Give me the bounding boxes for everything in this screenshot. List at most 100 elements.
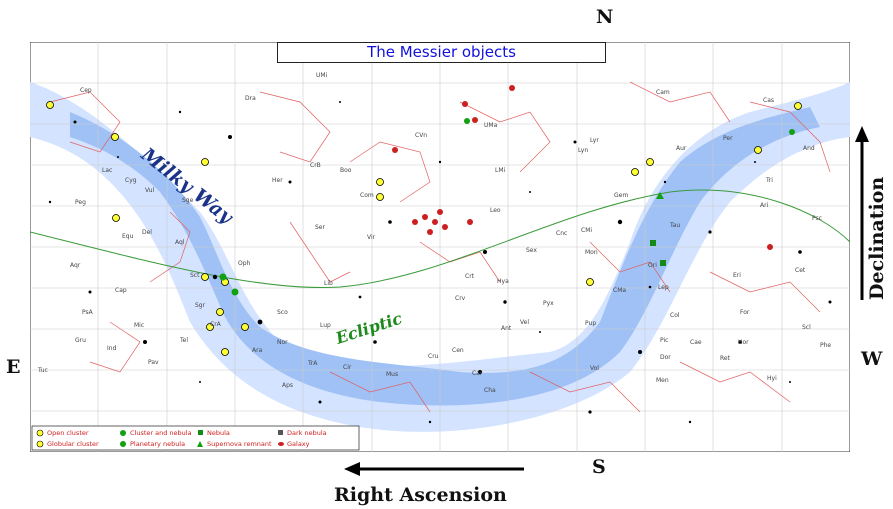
legend-planetary-nebula: Planetary nebula bbox=[130, 440, 185, 448]
constellation-label: Cap bbox=[115, 287, 127, 294]
constellation-label: Tel bbox=[179, 337, 188, 344]
constellation-label: LMi bbox=[495, 167, 506, 174]
constellation-label: Lup bbox=[320, 322, 331, 329]
constellation-label: Lib bbox=[324, 280, 333, 287]
constellation-label: Mus bbox=[386, 371, 398, 378]
compass-east: E bbox=[6, 356, 21, 378]
constellation-label: UMa bbox=[484, 122, 498, 129]
constellation-label: Dor bbox=[660, 354, 671, 361]
constellation-label: Aqr bbox=[70, 262, 81, 269]
constellation-label: Her bbox=[272, 177, 283, 184]
constellation-label: Vul bbox=[145, 187, 155, 194]
constellation-label: Tau bbox=[669, 222, 680, 229]
compass-west: W bbox=[861, 348, 883, 370]
constellation-label: Cnc bbox=[556, 230, 567, 237]
constellation-label: Psc bbox=[812, 215, 822, 222]
constellation-label: Cam bbox=[656, 89, 670, 96]
legend-globular-cluster: Globular cluster bbox=[47, 440, 99, 448]
constellation-label: Pup bbox=[585, 320, 596, 327]
compass-north: N bbox=[596, 6, 614, 28]
constellation-label: Hya bbox=[497, 278, 509, 285]
constellation-label: Pav bbox=[148, 359, 159, 366]
constellation-label: PsA bbox=[82, 309, 94, 316]
constellation-label: Vir bbox=[367, 234, 376, 241]
constellation-lines bbox=[49, 81, 831, 413]
constellation-labels: UMi Cep Dra Cam Cas Cyg Lyr Her CrB Boo … bbox=[37, 72, 831, 394]
constellation-label: Lac bbox=[102, 167, 112, 174]
constellation-label: Phe bbox=[820, 342, 831, 349]
compass-south: S bbox=[592, 456, 606, 478]
right-ascension-label: Right Ascension bbox=[334, 484, 507, 506]
constellation-label: Tuc bbox=[37, 367, 48, 374]
constellation-label: Pic bbox=[660, 337, 668, 344]
constellation-label: Hyi bbox=[767, 375, 777, 382]
constellation-label: Ant bbox=[501, 325, 512, 332]
constellation-label: Lyn bbox=[578, 147, 588, 154]
constellation-label: Cha bbox=[484, 387, 496, 394]
constellation-label: Lyr bbox=[590, 137, 599, 144]
constellation-label: Boo bbox=[340, 167, 352, 174]
star-field bbox=[48, 101, 832, 424]
legend-dark-nebula: Dark nebula bbox=[287, 429, 327, 437]
map-title: The Messier objects bbox=[277, 42, 606, 63]
constellation-label: Scl bbox=[802, 324, 811, 331]
constellation-label: Crv bbox=[455, 295, 466, 302]
dec-arrow-icon bbox=[855, 126, 869, 142]
constellation-label: Pyx bbox=[543, 300, 554, 307]
constellation-label: Cir bbox=[343, 364, 352, 371]
constellation-label: And bbox=[803, 145, 815, 152]
legend: Open cluster Globular cluster Cluster an… bbox=[31, 425, 360, 451]
constellation-label: Cru bbox=[428, 353, 439, 360]
constellation-label: Aur bbox=[676, 145, 687, 152]
constellation-label: Com bbox=[360, 192, 374, 199]
constellation-label: Aps bbox=[282, 382, 293, 389]
constellation-label: Gem bbox=[614, 192, 628, 199]
constellation-label: Aql bbox=[175, 239, 185, 246]
constellation-label: Dra bbox=[245, 95, 256, 102]
constellation-label: CrB bbox=[310, 162, 321, 169]
constellation-label: CVn bbox=[415, 132, 427, 139]
constellation-label: Hor bbox=[738, 339, 749, 346]
constellation-label: Col bbox=[670, 312, 680, 319]
legend-open-cluster: Open cluster bbox=[47, 429, 89, 437]
legend-cluster-nebula: Cluster and nebula bbox=[130, 429, 192, 437]
constellation-label: Cep bbox=[80, 87, 92, 94]
constellation-label: Sgr bbox=[195, 302, 206, 309]
constellation-label: Men bbox=[656, 377, 669, 384]
star-map: Milky Way Ecliptic Open cluster Globular… bbox=[30, 42, 850, 452]
constellation-label: Cen bbox=[452, 347, 464, 354]
constellation-label: TrA bbox=[307, 360, 318, 367]
constellation-label: Sct bbox=[190, 272, 200, 279]
coordinate-grid bbox=[30, 42, 850, 452]
constellation-label: Vol bbox=[590, 365, 599, 372]
legend-entries: Open cluster Globular cluster Cluster an… bbox=[36, 429, 327, 448]
declination-label: Declination bbox=[866, 176, 888, 300]
constellation-label: UMi bbox=[316, 72, 328, 79]
constellation-label: Eri bbox=[733, 272, 741, 279]
constellation-label: Sge bbox=[182, 197, 194, 204]
constellation-label: CrA bbox=[210, 321, 222, 328]
constellation-label: Ind bbox=[107, 345, 117, 352]
constellation-label: Cet bbox=[795, 267, 806, 274]
constellation-label: Gru bbox=[75, 337, 86, 344]
legend-supernova-remnant: Supernova remnant bbox=[207, 440, 272, 448]
constellation-label: Ser bbox=[315, 224, 326, 231]
constellation-label: Del bbox=[142, 229, 152, 236]
constellation-label: CMa bbox=[613, 287, 626, 294]
constellation-label: Crt bbox=[465, 273, 475, 280]
constellation-label: Mon bbox=[585, 249, 598, 256]
legend-galaxy: Galaxy bbox=[287, 440, 310, 448]
ra-arrow-icon bbox=[344, 462, 360, 476]
milky-way-band-dark bbox=[70, 107, 820, 406]
constellation-label: Peg bbox=[75, 199, 86, 206]
constellation-label: For bbox=[740, 309, 750, 316]
constellation-label: Tri bbox=[765, 177, 773, 184]
constellation-label: Lep bbox=[658, 284, 669, 291]
ecliptic-line bbox=[30, 189, 850, 289]
constellation-label: Ret bbox=[720, 355, 731, 362]
constellation-label: Leo bbox=[490, 207, 501, 214]
constellation-label: Nor bbox=[277, 339, 288, 346]
constellation-label: Oph bbox=[238, 260, 251, 267]
constellation-label: Ara bbox=[252, 347, 263, 354]
constellation-label: Ori bbox=[648, 262, 657, 269]
